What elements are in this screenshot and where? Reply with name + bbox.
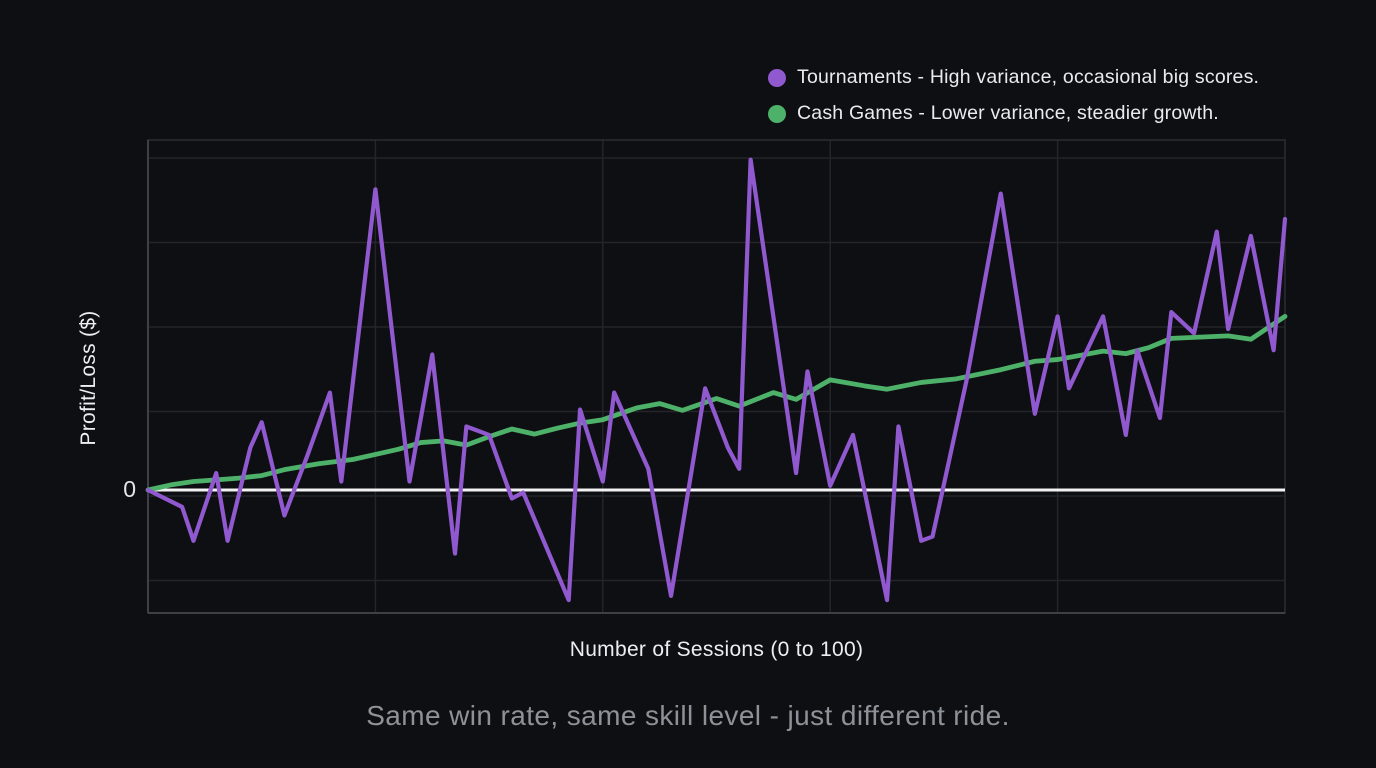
legend-item-label: Tournaments - High variance, occasional … (797, 66, 1260, 88)
tournaments-line (145, 157, 1288, 603)
tournaments-series-dot-icon (768, 68, 786, 87)
cash-games-line (145, 313, 1288, 493)
x-axis-label: Number of Sessions (0 to 100) (569, 638, 864, 661)
y-axis-zero-tick: 0 (123, 476, 136, 502)
legend-item-tournaments: Tournaments - High variance, occasional … (768, 66, 1259, 89)
chart-caption: Same win rate, same skill level - just d… (366, 700, 1010, 731)
y-axis-label: Profit/Loss ($) (77, 310, 100, 446)
legend-item-label: Cash Games - Lower variance, steadier gr… (797, 102, 1219, 124)
cash-games-series-dot-icon (768, 104, 786, 123)
chart-legend: Tournaments - High variance, occasional … (768, 66, 1259, 125)
legend-item-cash-games: Cash Games - Lower variance, steadier gr… (768, 102, 1259, 125)
